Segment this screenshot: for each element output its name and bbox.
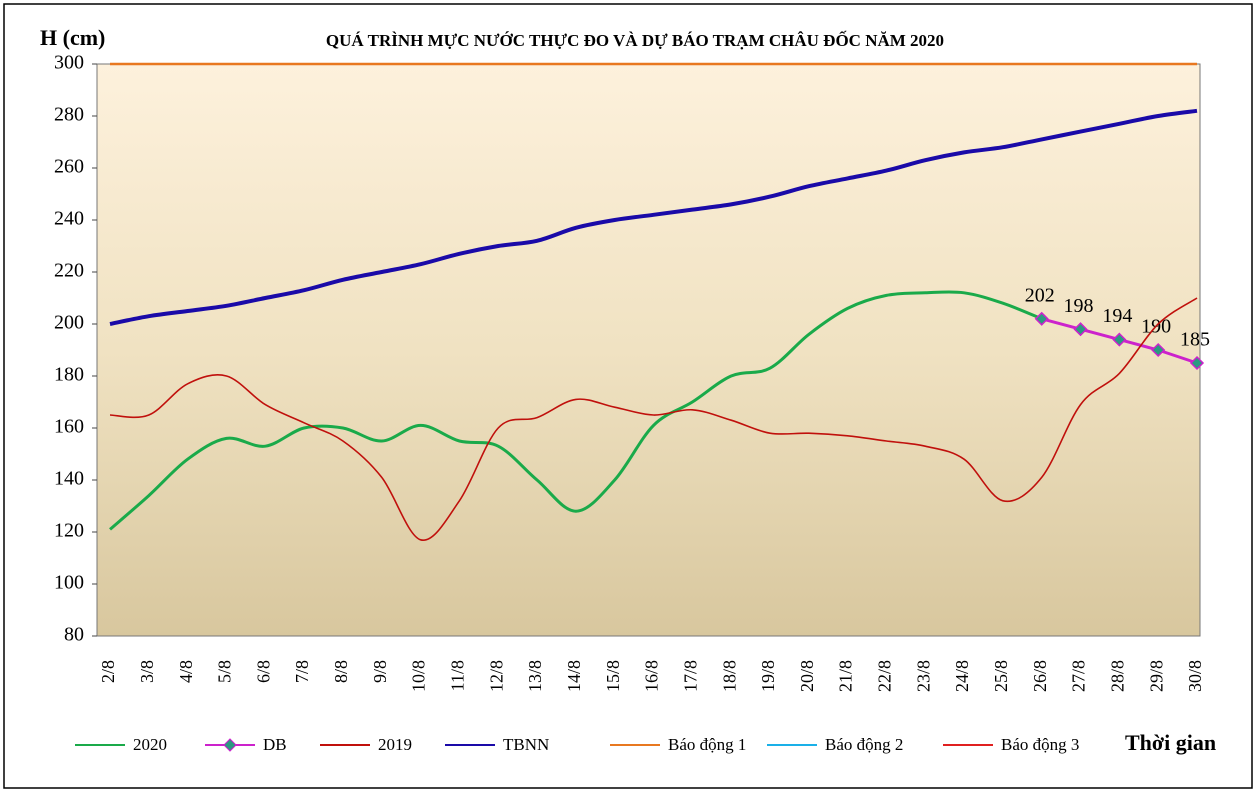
y-axis-label: H (cm) (40, 25, 105, 50)
x-tick-label: 9/8 (370, 660, 390, 683)
y-tick-label: 180 (54, 364, 84, 386)
x-tick-label: 21/8 (836, 660, 856, 692)
marker (1112, 332, 1127, 347)
x-tick-label: 15/8 (603, 660, 623, 692)
data-label: 202 (1025, 284, 1055, 306)
x-tick-label: 26/8 (1030, 660, 1050, 692)
chart-title: QUÁ TRÌNH MỰC NƯỚC THỰC ĐO VÀ DỰ BÁO TRẠ… (326, 30, 944, 50)
x-tick-label: 8/8 (331, 660, 351, 683)
y-tick-label: 100 (54, 572, 84, 594)
x-tick-label: 20/8 (797, 660, 817, 692)
y-tick-label: 260 (54, 156, 84, 178)
marker (1034, 311, 1049, 326)
legend-label: Báo động 2 (825, 735, 903, 754)
legend-label: 2019 (378, 735, 412, 754)
x-tick-label: 4/8 (176, 660, 196, 683)
plot-area (96, 63, 1201, 637)
y-tick-label: 80 (64, 624, 84, 646)
x-tick-label: 10/8 (409, 660, 429, 692)
legend-label: DB (263, 735, 287, 754)
series-line (109, 290, 1043, 531)
x-tick-label: 25/8 (991, 660, 1011, 692)
x-tick-label: 2/8 (98, 660, 118, 683)
x-tick-label: 12/8 (486, 660, 506, 692)
x-tick-label: 13/8 (525, 660, 545, 692)
x-tick-label: 19/8 (758, 660, 778, 692)
y-tick-label: 300 (54, 52, 84, 74)
legend-label: TBNN (503, 735, 549, 754)
marker (1151, 342, 1166, 358)
x-tick-label: 30/8 (1185, 660, 1205, 692)
legend-label: 2020 (133, 735, 167, 754)
x-tick-label: 23/8 (913, 660, 933, 692)
marker (1189, 355, 1205, 371)
x-axis-label: Thời gian (1125, 730, 1216, 755)
data-label: 194 (1102, 305, 1132, 327)
x-tick-label: 28/8 (1107, 660, 1127, 692)
x-tick-label: 3/8 (137, 660, 157, 683)
y-tick-label: 120 (54, 520, 84, 542)
x-tick-label: 7/8 (292, 660, 312, 683)
data-label: 185 (1180, 329, 1210, 351)
x-tick-label: 14/8 (564, 660, 584, 692)
x-tick-label: 29/8 (1146, 660, 1166, 692)
x-tick-label: 16/8 (642, 660, 662, 692)
series-line (109, 297, 1198, 541)
x-tick-label: 6/8 (253, 660, 273, 683)
series-line (109, 108, 1198, 326)
y-tick-label: 280 (54, 104, 84, 126)
x-tick-label: 24/8 (952, 660, 972, 692)
data-label: 198 (1064, 295, 1094, 317)
x-tick-label: 22/8 (875, 660, 895, 692)
x-tick-label: 27/8 (1069, 660, 1089, 692)
x-tick-label: 11/8 (448, 660, 468, 691)
y-tick-label: 220 (54, 260, 84, 282)
y-tick-label: 200 (54, 312, 84, 334)
legend-label: Báo động 1 (668, 735, 746, 754)
y-tick-label: 160 (54, 416, 84, 438)
marker (1073, 322, 1088, 337)
y-tick-label: 240 (54, 208, 84, 230)
x-tick-label: 17/8 (680, 660, 700, 692)
y-tick-label: 140 (54, 468, 84, 490)
x-tick-label: 5/8 (215, 660, 235, 683)
legend-marker (223, 738, 237, 752)
x-tick-label: 18/8 (719, 660, 739, 692)
legend-label: Báo động 3 (1001, 735, 1079, 754)
